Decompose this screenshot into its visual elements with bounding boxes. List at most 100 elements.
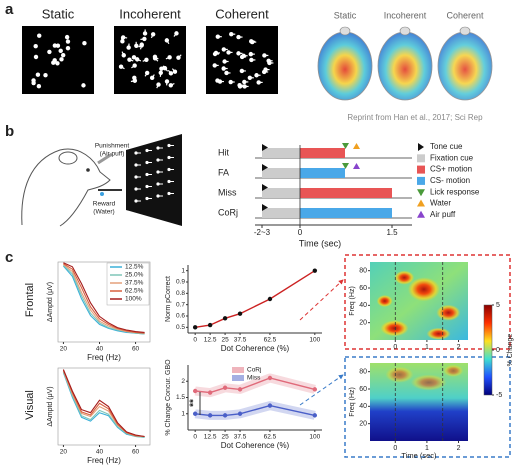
dot [33, 54, 39, 60]
dot-arrow [178, 54, 182, 59]
legend-box [106, 262, 150, 306]
dot [64, 34, 70, 40]
legend-label: Fixation cue [430, 153, 474, 162]
dot [59, 57, 64, 62]
dot-arrow [123, 36, 128, 39]
y-tick-label: 40 [359, 302, 367, 309]
caption: Reprint from Han et al., 2017; Sci Rep [347, 113, 483, 122]
dot [81, 83, 86, 88]
y-tick-label: 60 [359, 386, 367, 393]
colorbar-label: -5 [496, 392, 502, 399]
motion [300, 148, 345, 158]
x-tick-label: 12.5 [204, 434, 217, 441]
dot [65, 45, 71, 51]
series-line [63, 263, 145, 334]
legend-marker [418, 143, 424, 151]
brain-title: Incoherent [384, 10, 427, 20]
dot-arrow [167, 69, 172, 74]
panel-label: a [5, 1, 14, 18]
heatmap-blob [443, 364, 464, 377]
y-tick-label: 20 [359, 421, 367, 428]
axis-label: Freq (Hz) [349, 286, 356, 316]
brain-title: Coherent [446, 10, 484, 20]
data-point [222, 316, 228, 321]
data-point [237, 311, 243, 316]
data-point [222, 385, 228, 390]
error-band [194, 401, 316, 420]
x-tick-label: 25 [221, 337, 229, 344]
colorbar-label: 5 [496, 302, 500, 309]
legend-marker [417, 189, 425, 197]
x-tick-label: 40 [96, 449, 104, 456]
colorbar-title: % Change [507, 334, 514, 367]
stimulus-title: Coherent [215, 6, 269, 21]
x-tick-label: 37.5 [234, 337, 247, 344]
y-tick-label: 80 [359, 268, 367, 275]
plot-frame [57, 261, 151, 343]
x-tick-label: 2 [457, 445, 461, 452]
heatmap-blob [380, 320, 409, 337]
dot-arrow [156, 84, 160, 89]
fixation [262, 168, 300, 178]
axis-label: Time (sec) [299, 238, 341, 248]
mouse-eye [86, 168, 90, 172]
brain-map [437, 31, 493, 101]
dot-arrow [170, 82, 175, 86]
y-tick-label: 20 [359, 320, 367, 327]
dot [60, 52, 66, 58]
motion [300, 168, 345, 178]
series-line [63, 262, 145, 333]
air-puff [353, 163, 360, 169]
y-tick-label: 1 [181, 410, 185, 417]
motion [300, 188, 392, 198]
y-axis-label: % Change Concur. GBO [165, 359, 172, 436]
x-tick-label: 0 [193, 434, 197, 441]
row-label: Miss [218, 187, 237, 197]
legend-label: 12.5% [125, 264, 144, 271]
stimulus-title: Incoherent [119, 6, 181, 21]
series-line [62, 371, 145, 438]
label: (Air puff) [100, 151, 125, 158]
x-tick-label: 20 [60, 449, 68, 456]
x-tick-label: 37.5 [234, 434, 247, 441]
dot [65, 39, 71, 44]
brain-nose [399, 26, 411, 36]
dot [52, 43, 58, 48]
x-tick-label: 62.5 [264, 337, 277, 344]
colorbar [483, 304, 493, 396]
x-tick-label: 1 [425, 344, 429, 351]
x-tick-label: 60 [132, 346, 140, 353]
dot [31, 80, 36, 86]
brain-nose [459, 26, 471, 36]
heatmap-blob [436, 304, 461, 321]
y-tick-label: 0.8 [176, 290, 185, 297]
lick [342, 143, 349, 149]
stimulus-title: Static [42, 6, 75, 21]
data-point [192, 388, 198, 394]
x-axis-label: Freq (Hz) [87, 456, 121, 465]
tone-cue [262, 144, 268, 151]
y-tick-label: 2 [181, 378, 185, 385]
legend-marker [417, 154, 425, 163]
y-tick-label: 40 [359, 403, 367, 410]
dot-arrow [164, 67, 169, 72]
label: (Water) [93, 209, 114, 216]
dot-arrow [140, 38, 145, 41]
x-tick-label: 2 [457, 344, 461, 351]
dot-arrow [133, 77, 137, 82]
legend-label: CS+ motion [430, 165, 472, 174]
label: Punishment [95, 143, 130, 150]
brain-title: Static [334, 10, 357, 20]
dot-arrow [154, 57, 159, 62]
dot [36, 84, 42, 89]
dot-arrow [130, 80, 135, 83]
x-tick-label: 62.5 [264, 434, 277, 441]
dot-arrow [150, 34, 154, 39]
data-point [267, 403, 273, 408]
legend-label: 25.0% [125, 272, 144, 279]
x-tick-label: 1 [425, 445, 429, 452]
dot-arrow [144, 72, 148, 77]
legend-label: 37.5% [125, 280, 144, 287]
y-tick-label: 0.5 [176, 324, 185, 331]
